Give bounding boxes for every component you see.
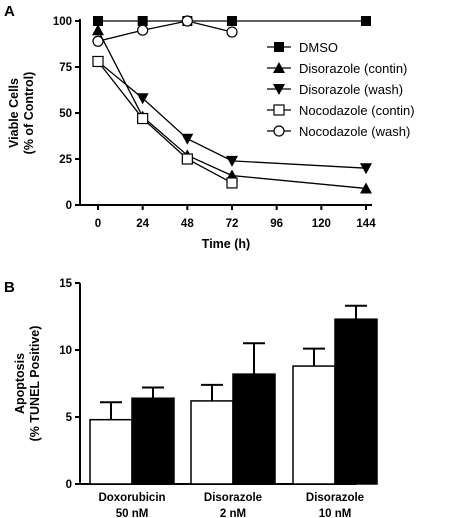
panel-a-data-point	[181, 133, 194, 145]
panel-a-data-point	[181, 15, 193, 27]
panel-b-category-labels: Doxorubicin 50 nM Disorazole 2 nM Disorazole…	[98, 492, 364, 518]
panel-a-x-tick-labels: 0 24 48 72 96 120 144	[95, 218, 376, 230]
panel-a-y-tick-label: 25	[59, 154, 72, 166]
panel-a-y-tick-label: 50	[59, 108, 72, 120]
panel-a-data-point	[226, 155, 238, 167]
panel-a-legend-marker	[273, 125, 285, 137]
panel-a-data-point	[93, 16, 103, 26]
panel-b-y-tick-label: 5	[66, 412, 73, 424]
panel-a-letter: A	[4, 3, 15, 20]
panel-b-y-axis-title-line2: (% TUNEL Positive)	[28, 326, 42, 442]
panel-b-bars	[89, 304, 378, 485]
panel-a-x-tick-label: 120	[312, 218, 331, 230]
panel-a-x-tick-label: 0	[95, 218, 101, 230]
panel-a-data-point	[136, 93, 149, 105]
panel-a-legend-label: DMSO	[299, 40, 338, 55]
panel-b-bar	[131, 397, 175, 485]
panel-b-y-tick-labels: 0 5 10 15	[59, 278, 72, 491]
panel-b-bar	[232, 373, 276, 485]
panel-a-data-point	[226, 26, 238, 38]
panel-a-data-point	[92, 55, 104, 68]
panel-b-category-name: Doxorubicin	[98, 492, 165, 504]
panel-b-category-dose: 2 nM	[220, 508, 246, 518]
panel-b-y-tick-label: 0	[66, 479, 72, 491]
panel-b-bar	[89, 418, 133, 485]
panel-b-y-axis-title-line1: Apoptosis	[13, 353, 27, 414]
panel-a-data-point	[137, 24, 149, 36]
panel-b-category-name: Disorazole	[306, 492, 364, 504]
panel-a-legend: DMSO Disorazole (contin) Disorazole (wash)…	[267, 40, 415, 139]
panel-b-bar	[190, 400, 234, 485]
panel-a-x-tick-label: 96	[270, 218, 283, 230]
panel-b-bar-chart: 0 5 10 15 Doxorubicin 50 nM Disorazole 2 nM Dis…	[13, 278, 378, 518]
panel-a-data-point	[181, 153, 193, 165]
panel-a-series-line	[97, 20, 233, 42]
panel-b-category-name: Disorazole	[204, 492, 262, 504]
panel-a-data-point	[360, 182, 372, 194]
panel-a-legend-label: Nocodazole (wash)	[299, 124, 410, 139]
panel-a-line-chart: 0 25 50 75 100 0 24 48 72 96 120 144 Time (h) Viab…	[7, 15, 415, 251]
panel-a-legend-label: Nocodazole (contin)	[299, 103, 415, 118]
panel-a-data-point	[226, 177, 238, 189]
panel-b-y-tick-label: 15	[59, 278, 72, 290]
panel-a-y-axis-title-line2: (% of Control)	[22, 72, 36, 155]
panel-a-x-tick-label: 72	[226, 218, 239, 230]
panel-a-data-point	[137, 112, 149, 125]
panel-a-data-point	[227, 16, 237, 26]
panel-b-bar	[334, 318, 378, 485]
panel-a-data-point	[92, 35, 104, 47]
panel-a-legend-marker	[274, 42, 284, 52]
panel-a-x-tick-label: 144	[356, 218, 376, 230]
panel-a-y-axis-title-line1: Viable Cells	[7, 78, 21, 148]
panel-a-x-tick-label: 24	[136, 218, 149, 230]
panel-b-bar	[292, 365, 336, 485]
panel-a-y-tick-label: 0	[66, 200, 72, 212]
panel-a-legend-label: Disorazole (wash)	[299, 82, 403, 97]
panel-a-legend-marker	[273, 62, 285, 73]
panel-a-data-point	[92, 24, 104, 36]
panel-a-series	[92, 15, 372, 194]
panel-a-y-tick-label: 75	[59, 62, 72, 74]
panel-a-axes	[75, 19, 372, 210]
panel-a-x-tick-label: 48	[181, 218, 194, 230]
panel-a-legend-marker	[273, 84, 285, 95]
panel-a-data-point	[361, 16, 371, 26]
panel-a-legend-marker	[273, 104, 285, 116]
panel-a-data-point	[360, 163, 372, 175]
panel-b-category-dose: 50 nM	[116, 508, 149, 518]
panel-a-legend-label: Disorazole (contin)	[299, 61, 407, 76]
panel-b-category-dose: 10 nM	[319, 508, 352, 518]
panel-a-y-tick-labels: 0 25 50 75 100	[53, 16, 73, 212]
panel-a-x-axis-title: Time (h)	[202, 237, 250, 251]
panel-b-y-tick-label: 10	[59, 345, 72, 357]
panel-a-data-point	[137, 16, 148, 26]
panel-b-letter: B	[4, 279, 15, 296]
panel-a-series-line	[97, 61, 233, 184]
panel-a-y-tick-label: 100	[53, 16, 72, 28]
